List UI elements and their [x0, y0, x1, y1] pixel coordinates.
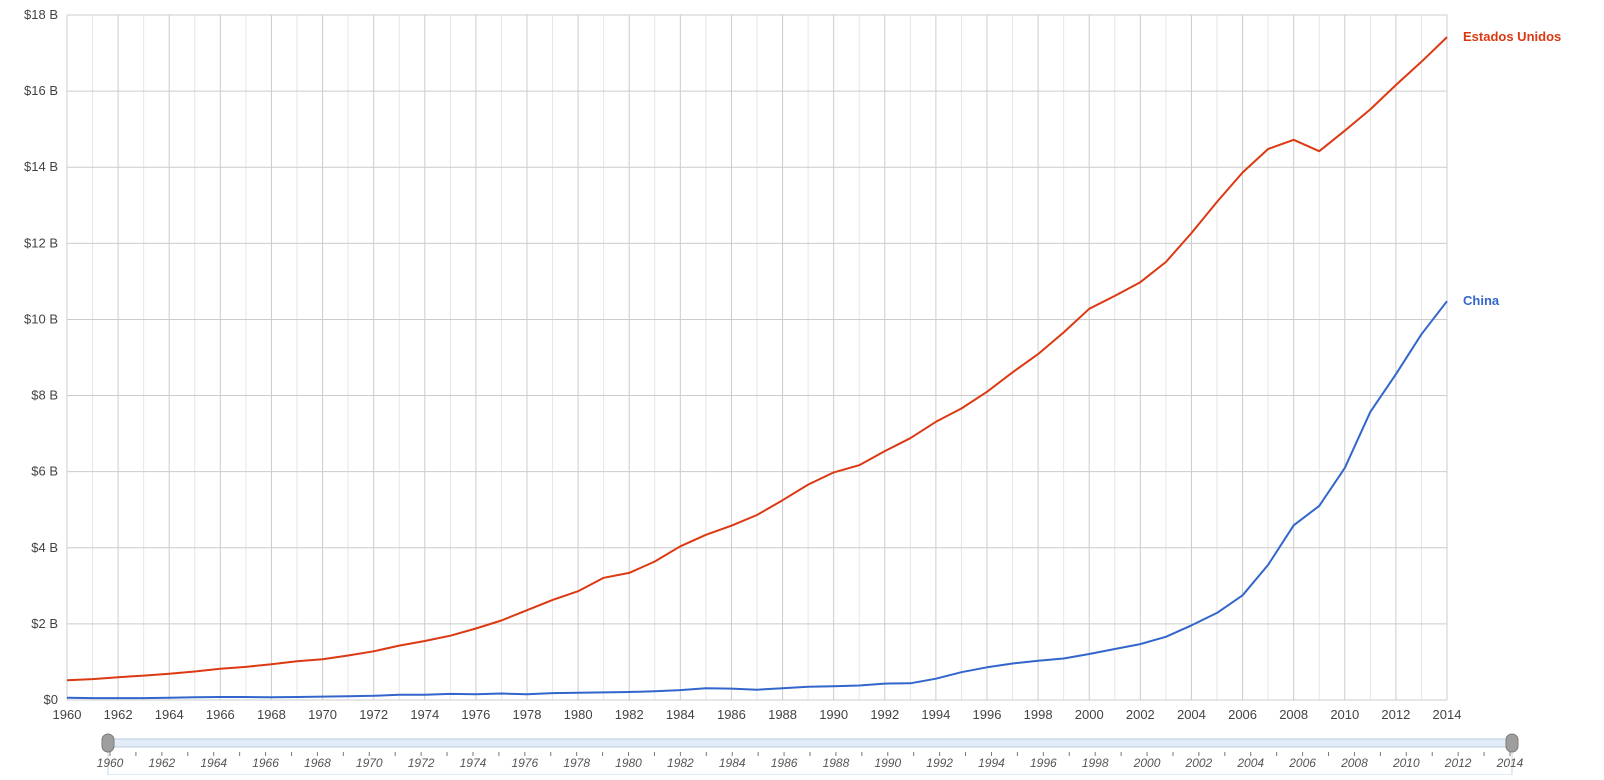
x-tick-label: 1998: [1024, 707, 1053, 722]
range-tick-label: 1966: [252, 756, 279, 770]
x-tick-label: 1960: [53, 707, 82, 722]
x-tick-label: 1974: [410, 707, 439, 722]
x-tick-label: 1994: [921, 707, 950, 722]
range-tick-label: 1986: [771, 756, 798, 770]
range-tick-label: 1962: [149, 756, 176, 770]
x-tick-label: 2002: [1126, 707, 1155, 722]
range-tick-label: 1976: [511, 756, 538, 770]
range-tick-label: 2006: [1288, 756, 1316, 770]
x-tick-label: 1984: [666, 707, 695, 722]
range-tick-label: 2012: [1444, 756, 1472, 770]
x-tick-label: 1970: [308, 707, 337, 722]
y-tick-label: $0: [44, 692, 58, 707]
series-line-estados-unidos[interactable]: [66, 36, 1448, 682]
x-tick-label: 2014: [1433, 707, 1462, 722]
x-tick-label: 1992: [870, 707, 899, 722]
x-tick-label: 2004: [1177, 707, 1206, 722]
y-tick-label: $12 B: [24, 235, 58, 250]
range-tick-label: 1980: [615, 756, 642, 770]
y-tick-label: $4 B: [31, 540, 58, 555]
x-axis: 1960 1962 1964 1966 1968 1970 1972 1974 1976 1978…: [53, 707, 1462, 722]
range-selector[interactable]: 1960 1962 1964 1966 1968 1970 1972 1974 1976 1978…: [97, 733, 1524, 776]
gridlines: [66, 14, 1448, 701]
x-tick-label: 1982: [615, 707, 644, 722]
range-tick-label: 2004: [1236, 756, 1264, 770]
range-tick-label: 1998: [1082, 756, 1109, 770]
x-tick-label: 1980: [564, 707, 593, 722]
y-axis: $0 $2 B $4 B $6 B $8 B $10 B $12 B $14 B $16 B $1…: [24, 7, 58, 707]
range-tick-label: 2008: [1340, 756, 1368, 770]
x-tick-label: 1996: [973, 707, 1002, 722]
x-tick-label: 2012: [1381, 707, 1410, 722]
range-tick-label: 1994: [978, 756, 1005, 770]
range-tick-label: 2014: [1496, 756, 1524, 770]
range-tick-label: 1988: [823, 756, 850, 770]
range-tick-label: 1974: [460, 756, 487, 770]
x-tick-label: 1990: [819, 707, 848, 722]
series-labels: Estados Unidos China: [1463, 29, 1561, 308]
range-tick-label: 1996: [1030, 756, 1057, 770]
y-tick-label: $18 B: [24, 7, 58, 22]
range-tick-label: 2002: [1185, 756, 1213, 770]
range-tick-label: 1978: [563, 756, 590, 770]
series-line-china[interactable]: [66, 300, 1448, 700]
y-tick-label: $10 B: [24, 311, 58, 326]
range-handle-right[interactable]: [1505, 733, 1519, 753]
y-tick-label: $14 B: [24, 159, 58, 174]
range-handle-left[interactable]: [101, 733, 115, 753]
series-label-estados-unidos: Estados Unidos: [1463, 29, 1561, 44]
range-tick-label: 1992: [926, 756, 953, 770]
x-tick-label: 2000: [1075, 707, 1104, 722]
x-tick-label: 1978: [513, 707, 542, 722]
y-tick-label: $16 B: [24, 83, 58, 98]
x-tick-label: 1968: [257, 707, 286, 722]
range-tick-label: 2000: [1133, 756, 1161, 770]
x-tick-label: 1986: [717, 707, 746, 722]
range-tick-label: 1984: [719, 756, 746, 770]
x-tick-label: 2010: [1330, 707, 1359, 722]
x-tick-label: 1976: [461, 707, 490, 722]
range-tick-label: 1968: [304, 756, 331, 770]
range-tick-label: 1972: [408, 756, 435, 770]
range-tick-label: 1960: [97, 756, 124, 770]
series-label-china: China: [1463, 293, 1500, 308]
y-tick-label: $8 B: [31, 388, 58, 403]
range-tick-label: 1990: [874, 756, 901, 770]
x-tick-label: 1962: [104, 707, 133, 722]
range-tick-label: 1964: [200, 756, 227, 770]
x-tick-label: 2006: [1228, 707, 1257, 722]
range-track[interactable]: [107, 744, 1513, 776]
range-selection-bar[interactable]: [109, 738, 1511, 748]
x-tick-label: 1964: [155, 707, 184, 722]
y-tick-label: $2 B: [31, 616, 58, 631]
series-lines: [66, 36, 1448, 700]
range-tick-label: 1982: [667, 756, 694, 770]
y-tick-label: $6 B: [31, 464, 58, 479]
x-tick-label: 1966: [206, 707, 235, 722]
x-tick-label: 2008: [1279, 707, 1308, 722]
x-tick-label: 1988: [768, 707, 797, 722]
range-tick-label: 1970: [356, 756, 383, 770]
x-tick-label: 1972: [359, 707, 388, 722]
range-tick-label: 2010: [1392, 756, 1420, 770]
